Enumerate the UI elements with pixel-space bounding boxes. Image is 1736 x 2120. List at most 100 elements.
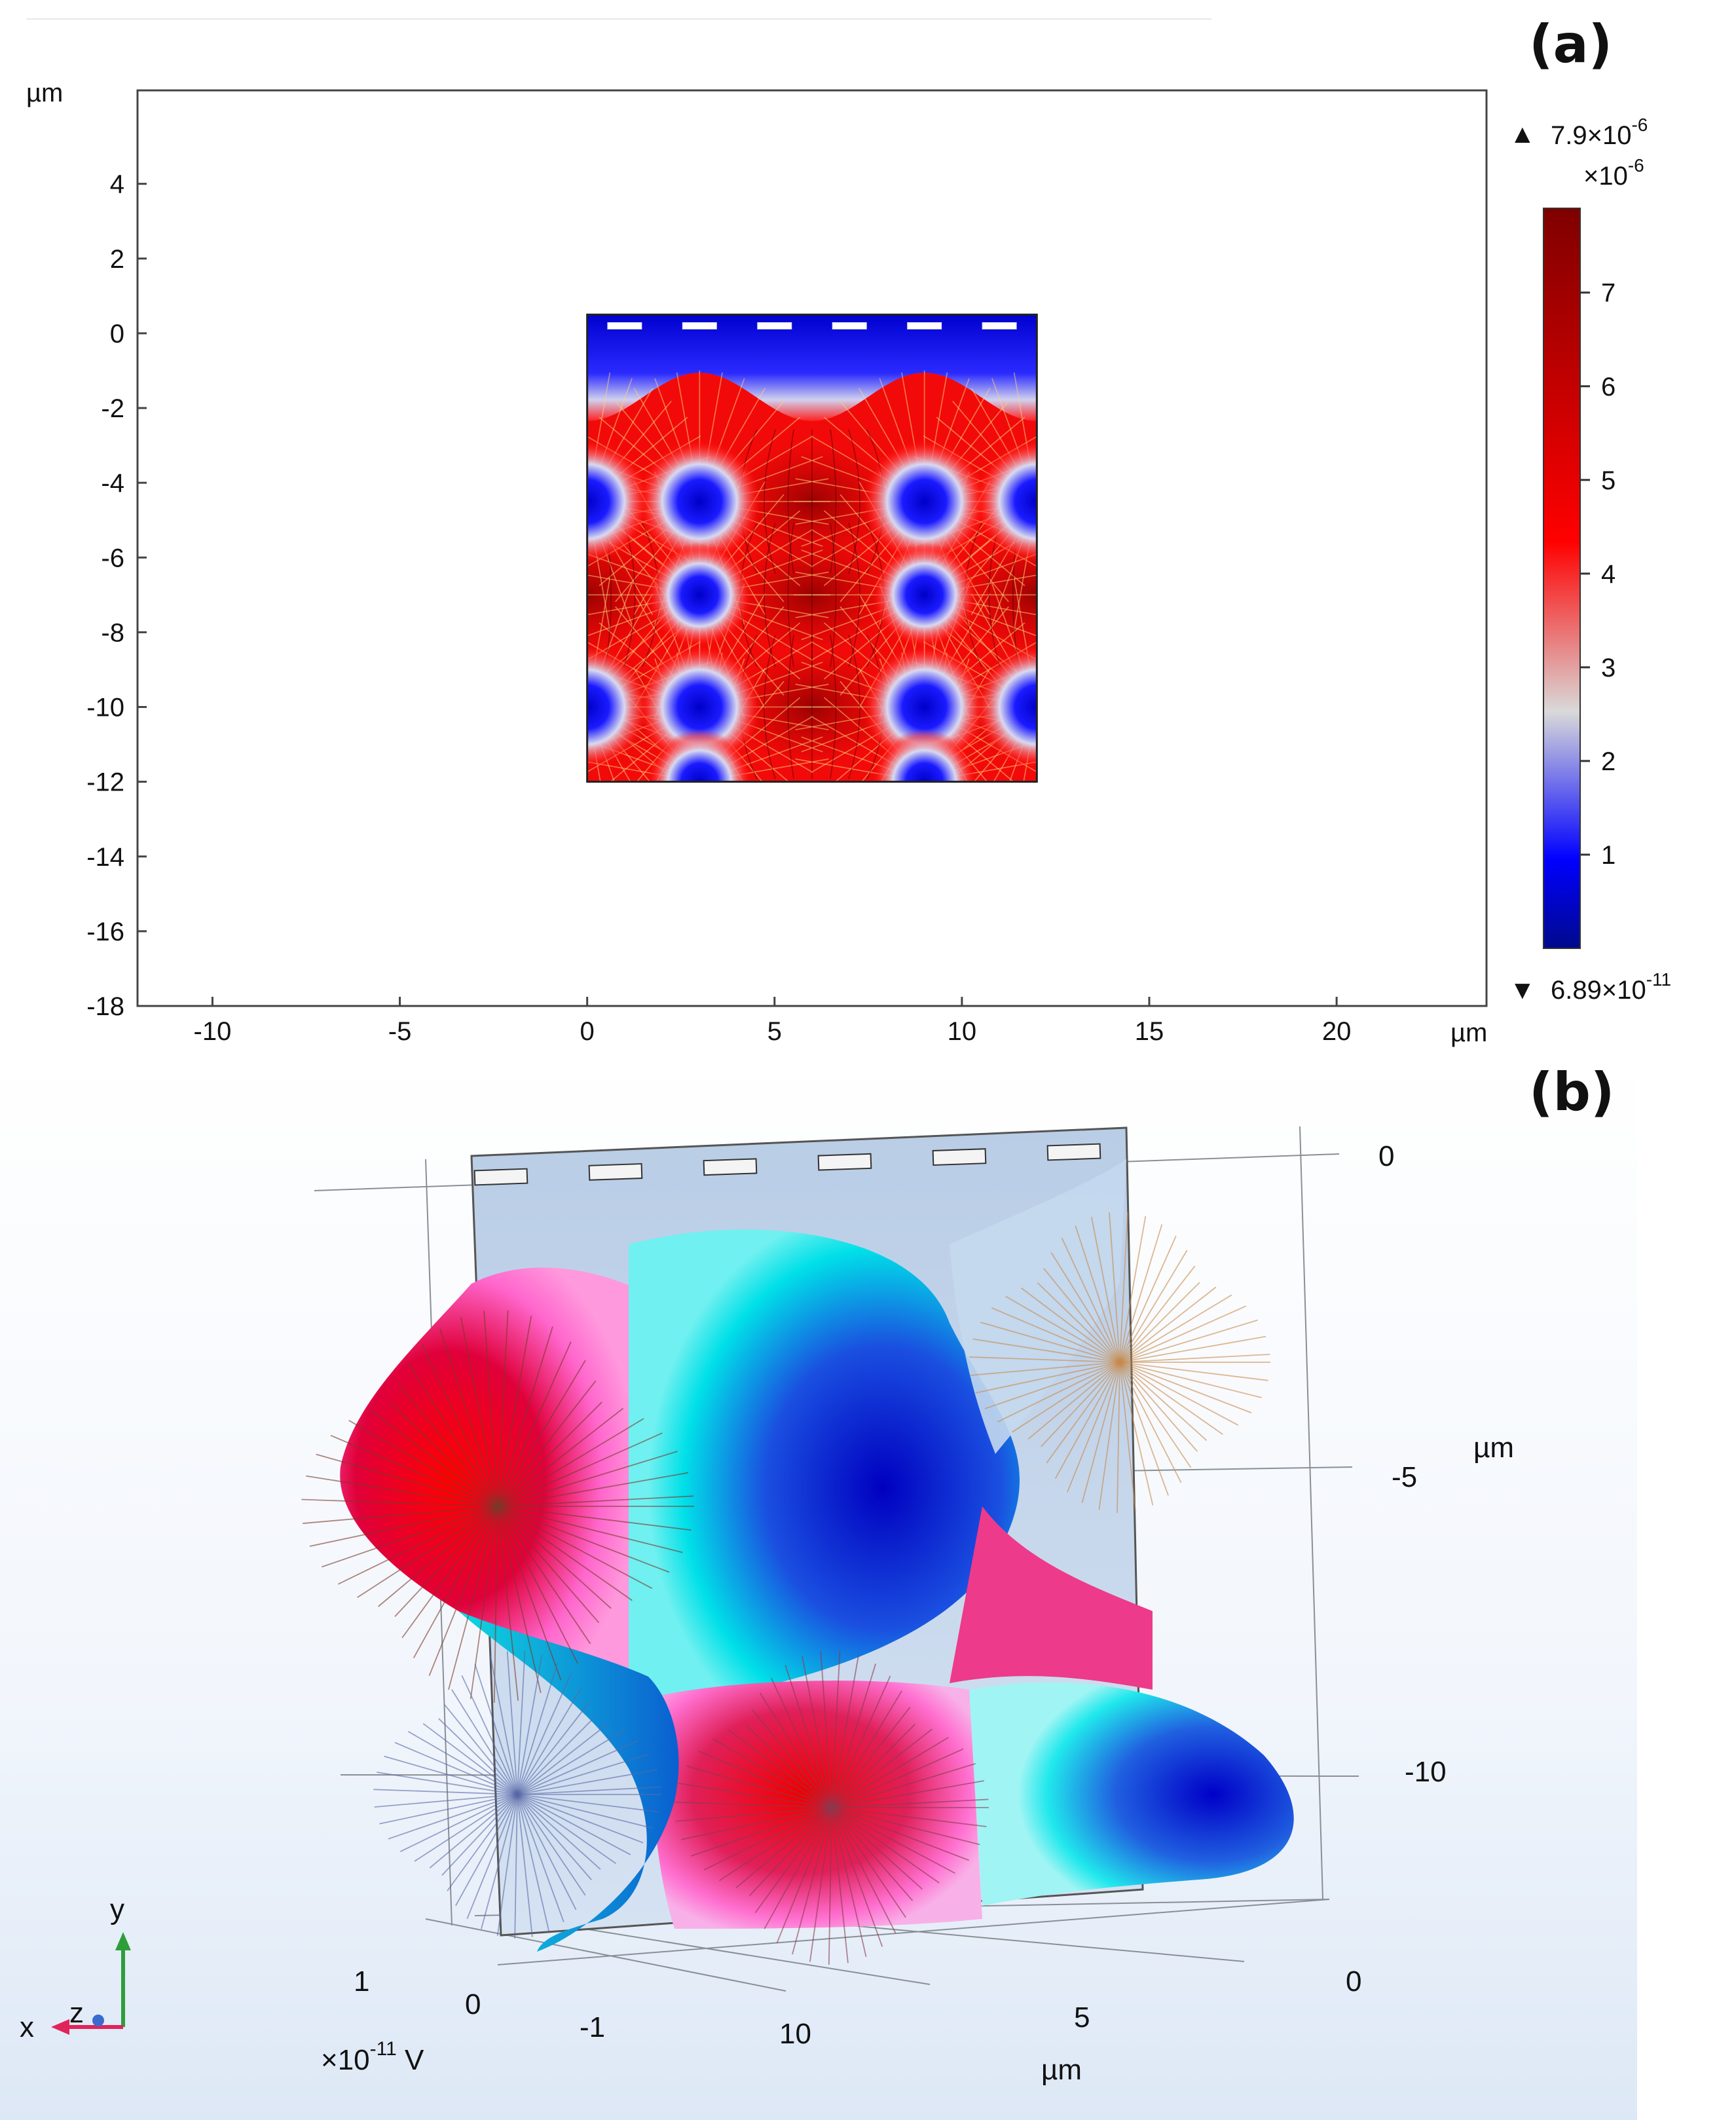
streamline — [1021, 1287, 1120, 1363]
streamline — [770, 1677, 832, 1808]
colorbar-scale-label: ×10-6 — [1583, 155, 1644, 191]
streamline — [497, 1402, 602, 1507]
streamline — [497, 1506, 612, 1609]
streamline — [677, 794, 697, 910]
streamline — [458, 684, 574, 705]
contour-line — [848, 635, 860, 779]
streamline — [503, 511, 579, 602]
contour-line — [787, 523, 794, 667]
streamline — [1098, 1362, 1120, 1510]
domain-border — [586, 313, 1038, 783]
streamline — [1119, 1294, 1232, 1363]
streamline — [517, 1794, 644, 1844]
streamline — [936, 786, 1047, 827]
streamline — [831, 1737, 949, 1808]
streamline — [497, 1506, 633, 1601]
streamline — [497, 1506, 591, 1645]
streamline — [708, 792, 784, 882]
streamline — [706, 793, 765, 895]
streamline — [831, 1798, 989, 1808]
streamline — [514, 1794, 518, 1939]
streamline — [348, 1419, 498, 1507]
streamline — [497, 1451, 678, 1507]
streamline — [831, 1807, 955, 1874]
streamline — [497, 1506, 692, 1531]
streamline — [517, 1794, 577, 1910]
streamline — [1119, 1362, 1154, 1506]
streamline — [1048, 436, 1151, 495]
streamline — [517, 1794, 654, 1829]
streamline — [493, 1506, 498, 1703]
streamline — [704, 794, 745, 904]
streamline — [1041, 719, 1082, 830]
streamline — [678, 1783, 832, 1808]
streamline — [1047, 715, 1137, 791]
x-tick-label: 10 — [948, 1017, 977, 1046]
colorbar: ▲ 7.9×10-6 ×10-6 7 6 5 4 3 2 1 ▼ 6.89×10-11 — [1509, 115, 1671, 1005]
colorbar-ticks: 7 6 5 4 3 2 1 — [1580, 279, 1616, 870]
lower-red-lobe — [652, 1681, 982, 1929]
contour-line — [540, 523, 551, 667]
streamline — [1054, 1362, 1120, 1479]
triad-x-label: x — [20, 2011, 34, 2043]
streamline — [497, 1506, 519, 1701]
streamline — [377, 1772, 518, 1795]
panel-b-y-ticks: 0 -5 -10 — [1378, 1140, 1447, 1788]
low-field-spot — [637, 439, 762, 564]
electrodes — [473, 1143, 1101, 1186]
panel-a-label: (a) — [1529, 14, 1612, 75]
axis-triad: y x z — [20, 1893, 131, 2043]
streamline — [397, 1383, 498, 1507]
lower-left-curl — [458, 1611, 679, 1952]
streamline — [1075, 1225, 1120, 1363]
streamline — [309, 1506, 498, 1547]
streamline — [1067, 1362, 1120, 1493]
streamline — [1046, 1362, 1120, 1464]
streamline — [517, 1794, 586, 1896]
contour-line — [515, 523, 532, 667]
y-tick-label: -10 — [1405, 1756, 1447, 1788]
streamline — [517, 1753, 650, 1795]
y-tick-label: 0 — [1378, 1140, 1394, 1172]
streamline — [1047, 417, 1137, 493]
streamline — [503, 717, 579, 808]
potential-tick-label: 1 — [354, 1965, 369, 1998]
streamline — [681, 1807, 832, 1840]
streamline — [1050, 479, 1166, 499]
streamline — [712, 1738, 832, 1808]
streamline — [1045, 511, 1121, 602]
streamline — [927, 794, 947, 910]
x-axis-ticks: -10 -5 0 5 10 15 20 — [194, 997, 1351, 1046]
streamline — [373, 1789, 518, 1795]
streamline — [831, 1655, 859, 1808]
streamline — [752, 1709, 832, 1808]
streamline — [1119, 1362, 1208, 1441]
streamline — [824, 790, 914, 866]
streamline — [357, 1506, 498, 1598]
streamline — [1040, 1362, 1120, 1447]
streamline — [831, 1807, 923, 1890]
streamline — [831, 1748, 964, 1808]
streamline — [820, 1651, 832, 1808]
contour-line — [1092, 523, 1109, 667]
streamline — [991, 1307, 1120, 1363]
streamline — [394, 1741, 518, 1795]
streamline — [1061, 1237, 1120, 1363]
plot-frame — [136, 89, 1488, 1007]
colorbar-tick-label: 1 — [1601, 841, 1616, 870]
streamline — [487, 417, 577, 493]
streamline — [497, 1506, 578, 1664]
y-tick-label: 2 — [110, 245, 124, 274]
upper-red-lobe — [340, 1267, 655, 1690]
streamline — [496, 1794, 518, 1936]
streamline — [811, 789, 913, 847]
low-field-spot — [647, 729, 752, 782]
streamline — [458, 479, 574, 499]
streamline — [1012, 1362, 1120, 1433]
streamline — [831, 1807, 849, 1963]
streamline — [421, 1344, 498, 1507]
top-divider-line — [26, 18, 1211, 20]
x-tick-label: 0 — [1346, 1965, 1361, 1998]
streamline — [745, 1724, 832, 1808]
streamline — [586, 789, 688, 847]
